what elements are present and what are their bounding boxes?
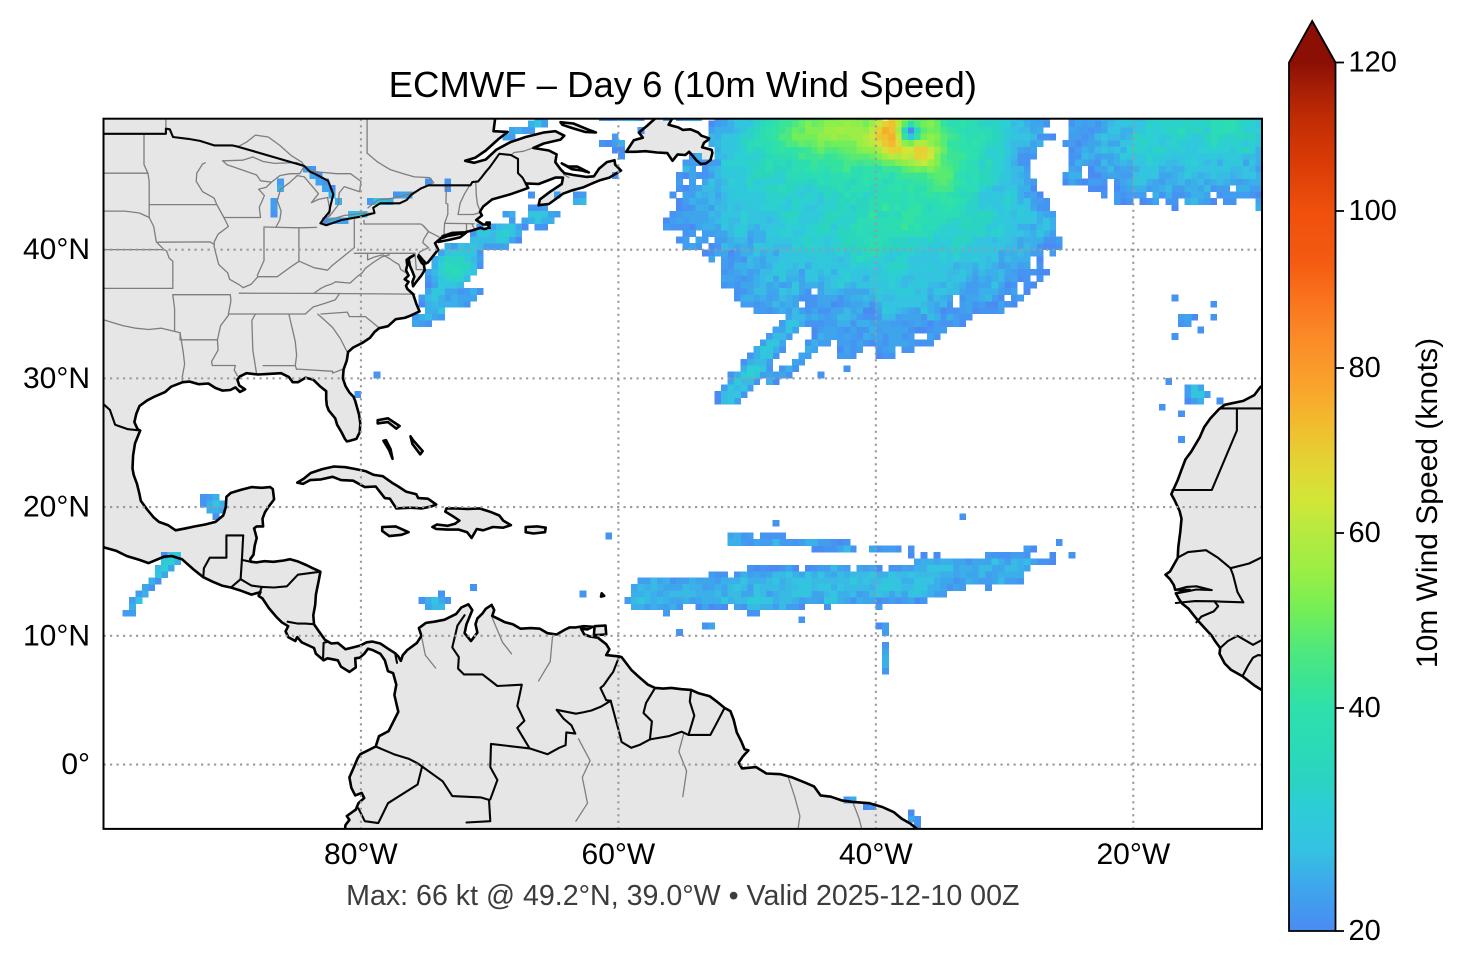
svg-text:60: 60 xyxy=(1349,517,1381,549)
svg-text:80°W: 80°W xyxy=(324,838,398,871)
svg-text:20°W: 20°W xyxy=(1096,838,1170,871)
svg-text:60°W: 60°W xyxy=(582,838,656,871)
svg-text:20°N: 20°N xyxy=(23,491,90,524)
svg-text:40°W: 40°W xyxy=(839,838,913,871)
svg-text:40: 40 xyxy=(1349,692,1381,724)
svg-text:10m Wind Speed (knots): 10m Wind Speed (knots) xyxy=(1411,338,1444,668)
svg-text:120: 120 xyxy=(1349,47,1397,79)
svg-text:Max: 66 kt @ 49.2°N, 39.0°W •: Max: 66 kt @ 49.2°N, 39.0°W • Valid 2025… xyxy=(346,880,1019,912)
svg-text:0°: 0° xyxy=(61,748,90,781)
svg-text:40°N: 40°N xyxy=(23,233,90,266)
svg-text:100: 100 xyxy=(1349,195,1397,227)
svg-text:20: 20 xyxy=(1349,915,1381,947)
svg-text:80: 80 xyxy=(1349,352,1381,384)
svg-text:10°N: 10°N xyxy=(23,619,90,652)
svg-text:ECMWF – Day 6 (10m Wind Speed): ECMWF – Day 6 (10m Wind Speed) xyxy=(389,64,977,105)
svg-text:30°N: 30°N xyxy=(23,362,90,395)
